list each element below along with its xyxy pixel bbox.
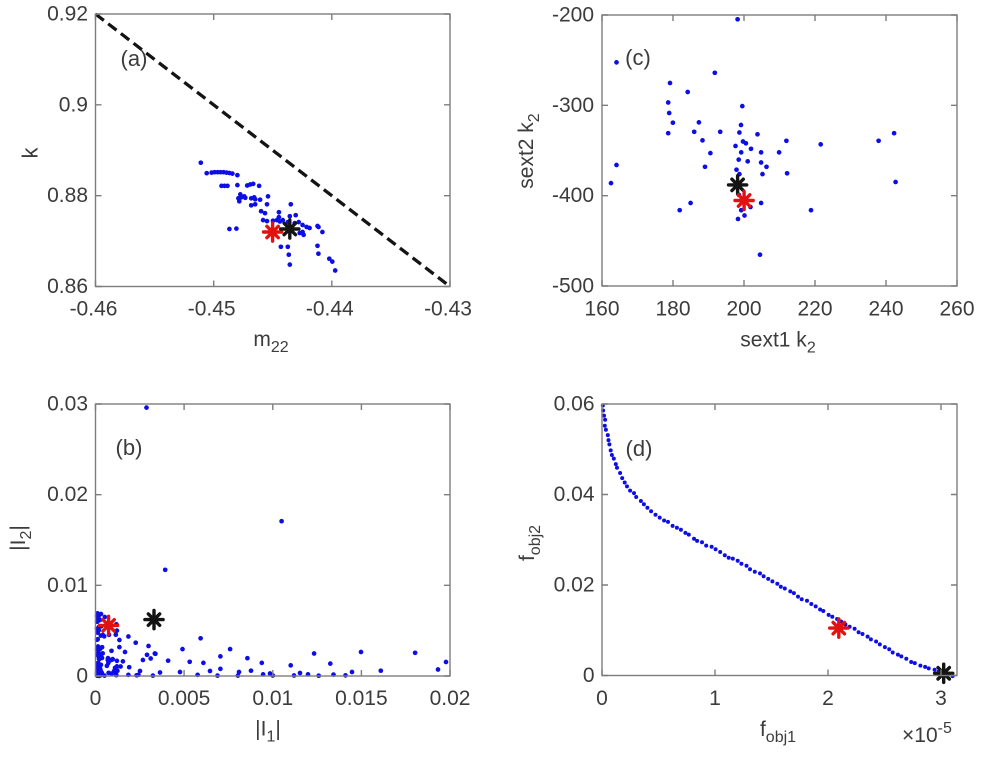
svg-text:0.005: 0.005 [158,687,211,710]
svg-text:-400: -400 [552,184,594,207]
svg-text:|I2|: |I2| [7,525,35,551]
svg-text:m22: m22 [253,328,288,356]
svg-text:0.04: 0.04 [554,483,595,506]
svg-text:0.02: 0.02 [554,574,595,597]
svg-text:0.9: 0.9 [59,93,88,116]
svg-text:0.06: 0.06 [554,393,595,416]
svg-text:(c): (c) [625,45,651,70]
svg-text:-0.43: -0.43 [424,298,472,321]
svg-text:-0.44: -0.44 [306,298,354,321]
svg-text:0.015: 0.015 [335,687,388,710]
svg-text:0: 0 [90,687,102,710]
svg-text:1: 1 [709,687,721,710]
svg-text:200: 200 [726,298,761,321]
svg-text:0: 0 [596,687,608,710]
svg-text:2: 2 [822,687,834,710]
svg-text:0.01: 0.01 [47,574,88,597]
svg-text:260: 260 [939,298,974,321]
svg-text:sext1 k2: sext1 k2 [740,329,816,357]
svg-text:-0.46: -0.46 [70,298,118,321]
svg-text:sext2 k2: sext2 k2 [515,113,543,189]
svg-text:(a): (a) [121,46,148,71]
svg-text:0.03: 0.03 [47,393,88,416]
svg-text:×10-5: ×10-5 [902,720,952,747]
svg-text:fobj1: fobj1 [760,718,796,746]
svg-text:-0.45: -0.45 [188,298,236,321]
svg-text:0.86: 0.86 [47,275,88,298]
svg-text:160: 160 [584,298,619,321]
svg-text:(b): (b) [116,435,143,460]
svg-text:0.88: 0.88 [47,184,88,207]
svg-text:220: 220 [797,298,832,321]
svg-text:|I1|: |I1| [255,718,281,746]
svg-text:fobj2: fobj2 [516,525,544,561]
svg-text:180: 180 [655,298,690,321]
svg-text:0.01: 0.01 [252,687,293,710]
svg-text:(d): (d) [626,436,653,461]
svg-text:0.02: 0.02 [430,687,471,710]
svg-text:0: 0 [76,665,88,688]
svg-text:-300: -300 [552,94,594,117]
svg-text:240: 240 [868,298,903,321]
svg-text:0: 0 [583,664,595,687]
svg-text:-200: -200 [552,4,594,27]
svg-text:0.92: 0.92 [47,3,88,26]
svg-text:0.02: 0.02 [47,483,88,506]
svg-text:-500: -500 [552,275,594,298]
svg-text:3: 3 [935,687,947,710]
svg-text:k: k [17,147,42,159]
